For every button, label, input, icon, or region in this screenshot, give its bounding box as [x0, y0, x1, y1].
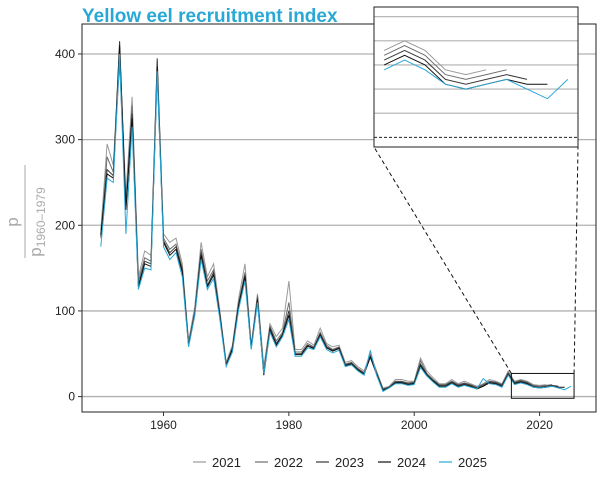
y-axis-label-numerator: p: [3, 217, 22, 226]
y-tick-label-400: 400: [55, 47, 75, 61]
legend-label-2025: 2025: [458, 455, 487, 470]
zoom-region-box: [510, 372, 575, 399]
plot-border: [81, 23, 597, 413]
x-tick-label-1960: 1960: [150, 418, 177, 432]
y-tick-label-200: 200: [55, 218, 75, 232]
series-line-2023: [100, 41, 559, 391]
legend-label-2021: 2021: [212, 455, 241, 470]
inset-series-line-2025: [383, 59, 569, 100]
series-line-2022: [100, 62, 553, 390]
legend-label-2024: 2024: [397, 455, 426, 470]
zoom-connector-left: [373, 146, 512, 374]
y-tick-label-0: 0: [68, 390, 75, 404]
series-line-2025: [100, 53, 572, 393]
legend-label-2022: 2022: [274, 455, 303, 470]
y-tick-label-300: 300: [55, 133, 75, 147]
inset-border: [373, 6, 579, 148]
x-tick-label-2020: 2020: [526, 418, 553, 432]
x-tick-label-1980: 1980: [276, 418, 303, 432]
y-axis-label-denominator: p1960–1979: [26, 187, 48, 257]
x-tick-label-2000: 2000: [401, 418, 428, 432]
y-axis-label: p p1960–1979: [3, 165, 48, 258]
series-line-2024: [100, 45, 565, 392]
series-line-2021: [100, 49, 546, 389]
inset-series-line-2023: [383, 49, 528, 85]
y-tick-label-100: 100: [55, 304, 75, 318]
chart-title: Yellow eel recruitment index: [82, 6, 338, 27]
inset-series-line-2022: [383, 45, 507, 80]
zoom-connector-right: [573, 146, 579, 374]
legend-label-2023: 2023: [335, 455, 364, 470]
inset-series-line-2021: [383, 40, 487, 76]
